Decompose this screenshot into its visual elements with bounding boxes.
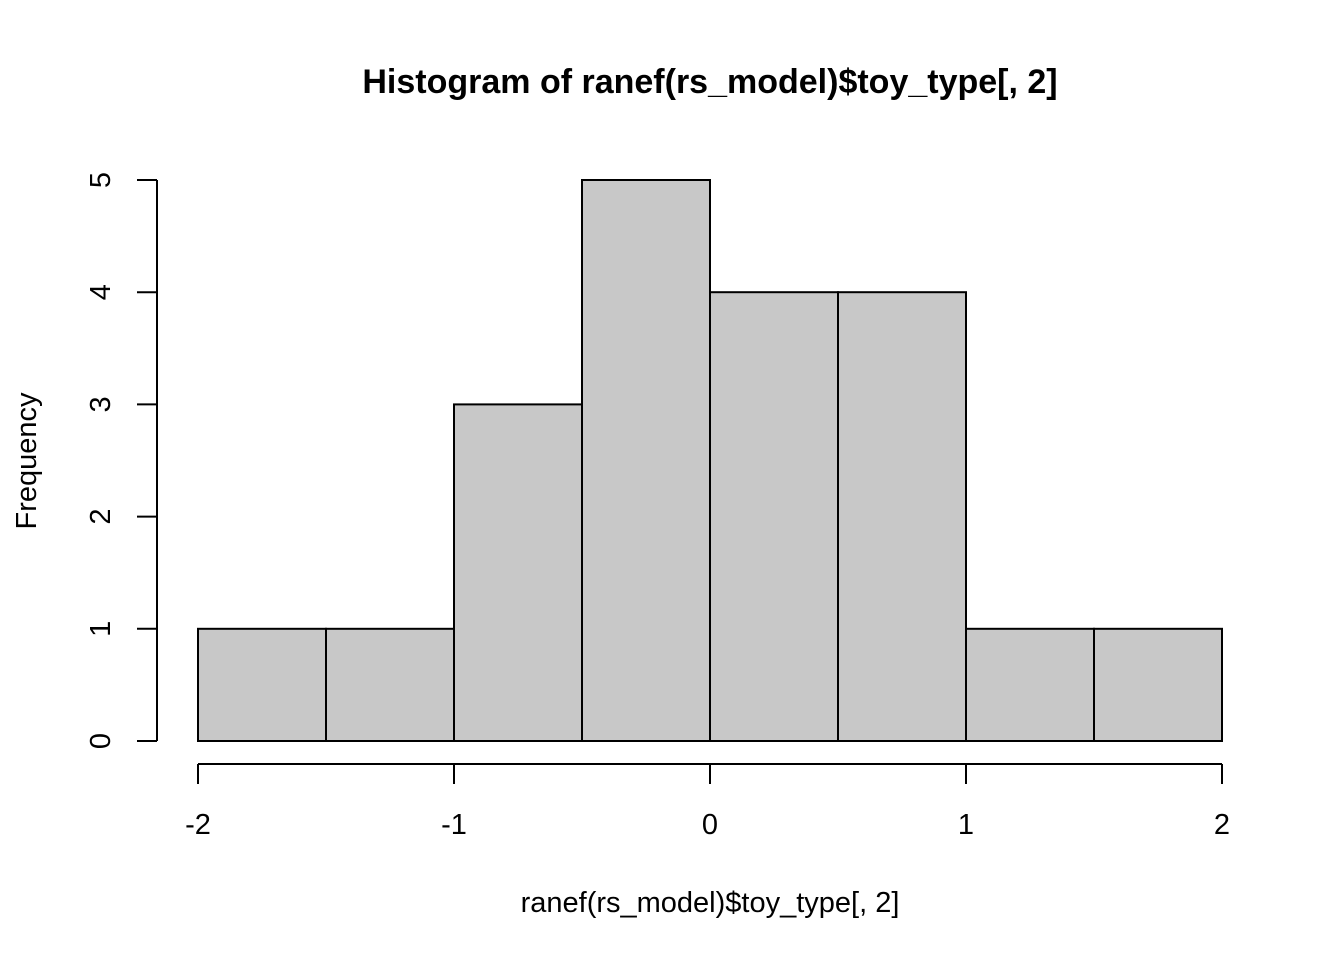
histogram-bar-7 xyxy=(1093,627,1223,742)
x-tick-label-3: 1 xyxy=(958,809,974,841)
y-axis: 0 1 2 3 4 5 xyxy=(85,172,158,749)
x-tick-label-4: 2 xyxy=(1214,809,1230,841)
x-tick-label-0: -2 xyxy=(185,809,211,841)
histogram-bar-6 xyxy=(965,627,1095,742)
histogram-bar-1 xyxy=(325,627,455,742)
y-tick-label-4: 4 xyxy=(85,284,117,300)
y-tick-label-1: 1 xyxy=(85,621,117,637)
y-axis-label: Frequency xyxy=(11,392,43,530)
histogram-bar-5 xyxy=(837,291,967,742)
x-tick-label-1: -1 xyxy=(441,809,467,841)
y-tick-label-5: 5 xyxy=(85,172,117,188)
histogram-bar-0 xyxy=(197,627,327,742)
y-tick-label-3: 3 xyxy=(85,396,117,412)
x-axis-label: ranef(rs_model)$toy_type[, 2] xyxy=(521,887,900,919)
bars-group xyxy=(197,179,1223,742)
y-tick-label-0: 0 xyxy=(85,733,117,749)
x-axis: -2 -1 0 1 2 xyxy=(185,763,1230,841)
y-tick-label-2: 2 xyxy=(85,509,117,525)
chart-title: Histogram of ranef(rs_model)$toy_type[, … xyxy=(362,63,1057,101)
histogram-bar-3 xyxy=(581,179,711,742)
histogram-bar-4 xyxy=(709,291,839,742)
histogram-bar-2 xyxy=(453,403,583,742)
x-tick-label-2: 0 xyxy=(702,809,718,841)
